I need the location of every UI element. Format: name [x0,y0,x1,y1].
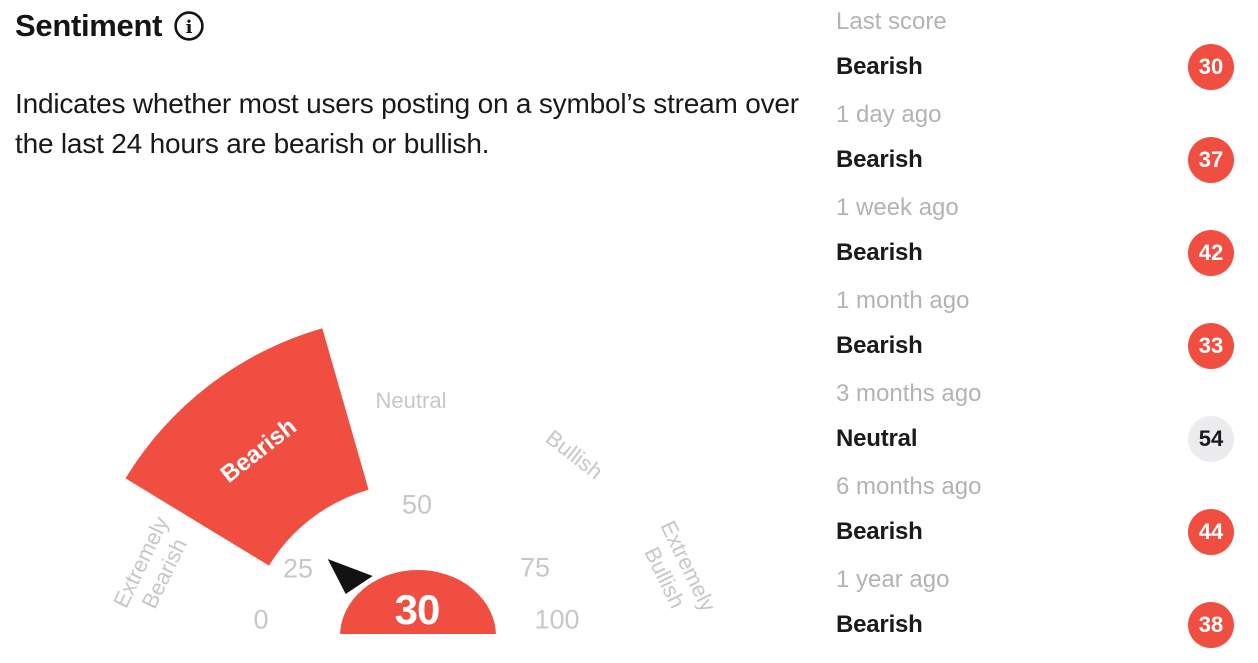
history-entry: 3 months ago Neutral 54 [836,380,1234,473]
value-row: Bearish 38 [836,602,1234,648]
value-row: Bearish 33 [836,323,1234,369]
score-history-panel: Last score Bearish 30 1 day ago Bearish … [836,8,1234,659]
history-entry: 1 month ago Bearish 33 [836,287,1234,380]
gauge-needle [327,559,373,594]
info-button[interactable]: i [173,10,205,42]
period-label: 1 year ago [836,566,950,593]
gauge-tick-75: 75 [519,552,551,583]
period-label: 1 week ago [836,194,959,221]
value-row: Bearish 37 [836,137,1234,183]
gauge-tick-50: 50 [401,489,433,520]
value-row: Bearish 30 [836,44,1234,90]
sentiment-label: Bearish [836,611,923,638]
gauge-label-neutral: Neutral [375,388,447,413]
gauge-tick-100: 100 [534,604,580,635]
score-badge: 38 [1188,602,1234,648]
value-row: Neutral 54 [836,416,1234,462]
svg-text:i: i [186,17,193,38]
gauge-tick-25: 25 [282,553,314,584]
sentiment-gauge: 0 25 50 75 100 Extremely Bearish Bearish… [0,140,840,663]
history-entry: 1 day ago Bearish 37 [836,101,1234,194]
history-entry: 1 week ago Bearish 42 [836,194,1234,287]
sentiment-label: Bearish [836,146,923,173]
sentiment-label: Neutral [836,425,918,452]
period-label: 1 month ago [836,287,970,314]
history-entry: 6 months ago Bearish 44 [836,473,1234,566]
gauge-center-dome [335,566,501,638]
gauge-current-value: 30 [394,586,441,633]
score-badge: 37 [1188,137,1234,183]
score-badge: 42 [1188,230,1234,276]
sentiment-label: Bearish [836,53,923,80]
history-entry: 1 year ago Bearish 38 [836,566,1234,659]
header: Sentiment i [15,8,205,44]
history-entry: Last score Bearish 30 [836,8,1234,101]
description-text: Indicates whether most users posting on … [15,88,799,159]
sentiment-label: Bearish [836,239,923,266]
score-badge: 44 [1188,509,1234,555]
period-label: Last score [836,8,947,35]
score-badge: 54 [1188,416,1234,462]
sentiment-label: Bearish [836,518,923,545]
period-label: 3 months ago [836,380,982,407]
gauge-tick-0: 0 [253,604,269,635]
period-label: 6 months ago [836,473,982,500]
info-circle-icon: i [173,10,205,42]
score-badge: 33 [1188,323,1234,369]
page-title: Sentiment [15,8,163,43]
gauge-shapes [125,328,501,638]
period-label: 1 day ago [836,101,942,128]
gauge-active-wedge [125,328,369,566]
score-badge: 30 [1188,44,1234,90]
value-row: Bearish 44 [836,509,1234,555]
value-row: Bearish 42 [836,230,1234,276]
sentiment-label: Bearish [836,332,923,359]
